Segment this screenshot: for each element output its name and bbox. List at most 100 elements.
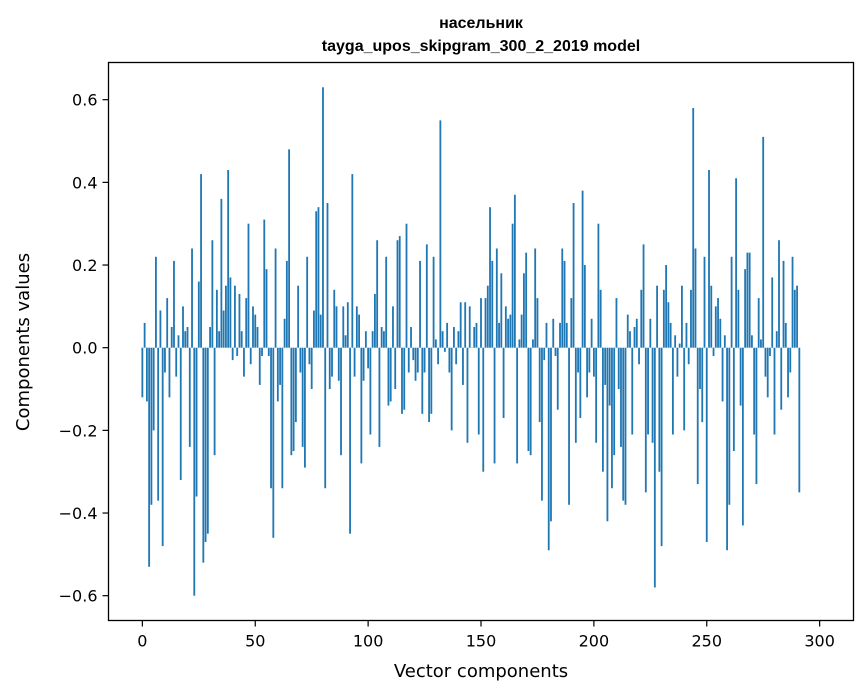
bar-183 bbox=[554, 347, 557, 356]
bar-56 bbox=[267, 347, 270, 356]
bar-152 bbox=[484, 298, 487, 348]
bar-218 bbox=[633, 327, 636, 348]
bar-171 bbox=[527, 347, 530, 452]
bar-149 bbox=[477, 347, 480, 435]
bar-57 bbox=[270, 347, 272, 489]
bar-284 bbox=[782, 260, 785, 348]
bar-233 bbox=[667, 302, 670, 348]
bar-170 bbox=[525, 252, 528, 348]
bar-64 bbox=[285, 260, 288, 348]
bar-215 bbox=[626, 314, 629, 348]
bar-7 bbox=[157, 347, 160, 501]
bar-165 bbox=[513, 194, 516, 348]
bar-51 bbox=[256, 327, 259, 348]
bar-159 bbox=[500, 273, 503, 348]
bar-107 bbox=[383, 331, 385, 348]
bar-291 bbox=[798, 347, 801, 493]
bar-21 bbox=[188, 347, 191, 447]
bar-6 bbox=[155, 256, 157, 348]
bar-81 bbox=[324, 347, 327, 489]
bar-34 bbox=[218, 331, 221, 348]
x-axis-ticks: 0 50 100 150 200 250 300 bbox=[137, 620, 835, 651]
bar-214 bbox=[624, 347, 627, 505]
bar-114 bbox=[398, 236, 401, 348]
bar-255 bbox=[717, 298, 719, 348]
bar-62 bbox=[281, 347, 284, 489]
bar-231 bbox=[662, 289, 665, 348]
x-tick-label: 300 bbox=[804, 632, 835, 651]
bar-253 bbox=[712, 347, 715, 356]
bar-22 bbox=[191, 248, 193, 348]
bar-162 bbox=[507, 318, 509, 348]
bar-103 bbox=[373, 293, 376, 348]
bar-86 bbox=[335, 306, 338, 348]
bar-60 bbox=[276, 347, 279, 402]
bar-26 bbox=[200, 174, 202, 348]
bar-33 bbox=[215, 289, 218, 348]
bar-147 bbox=[473, 327, 476, 348]
y-tick-label: −0.4 bbox=[59, 504, 98, 523]
bar-40 bbox=[231, 347, 234, 361]
bar-96 bbox=[358, 314, 360, 348]
bar-36 bbox=[222, 310, 225, 348]
bar-150 bbox=[480, 298, 482, 348]
bar-240 bbox=[683, 347, 686, 431]
bar-151 bbox=[482, 347, 485, 472]
bar-125 bbox=[423, 347, 426, 373]
bar-47 bbox=[247, 223, 250, 348]
bar-242 bbox=[687, 347, 690, 365]
bar-13 bbox=[170, 327, 173, 348]
bar-169 bbox=[522, 273, 525, 348]
bar-270 bbox=[751, 335, 753, 348]
y-tick-label: −0.2 bbox=[59, 421, 98, 440]
bar-220 bbox=[638, 347, 640, 365]
bar-128 bbox=[430, 347, 433, 414]
bar-76 bbox=[313, 310, 315, 348]
bar-98 bbox=[362, 347, 365, 381]
bar-234 bbox=[669, 322, 672, 348]
bar-206 bbox=[606, 347, 609, 522]
x-tick-label: 100 bbox=[353, 632, 384, 651]
bar-71 bbox=[301, 347, 304, 447]
bar-137 bbox=[450, 347, 453, 431]
bar-277 bbox=[766, 347, 769, 398]
bar-11 bbox=[166, 298, 169, 348]
bar-245 bbox=[694, 248, 697, 348]
bar-1 bbox=[143, 322, 146, 348]
bar-132 bbox=[439, 120, 442, 348]
bar-208 bbox=[611, 347, 613, 489]
bar-144 bbox=[466, 347, 469, 443]
bar-116 bbox=[403, 347, 406, 410]
bar-145 bbox=[468, 306, 471, 348]
bar-8 bbox=[159, 310, 162, 348]
bar-229 bbox=[658, 347, 661, 472]
bar-225 bbox=[649, 318, 652, 348]
bar-84 bbox=[331, 347, 333, 377]
bar-198 bbox=[588, 347, 591, 373]
bar-129 bbox=[432, 256, 435, 348]
bar-272 bbox=[755, 347, 758, 485]
bar-275 bbox=[762, 136, 765, 348]
bar-9 bbox=[161, 347, 164, 547]
bar-205 bbox=[604, 347, 607, 385]
bar-173 bbox=[532, 339, 534, 348]
bar-78 bbox=[317, 207, 320, 348]
bar-172 bbox=[529, 347, 532, 456]
bar-67 bbox=[292, 347, 295, 452]
bar-139 bbox=[455, 347, 458, 365]
bar-111 bbox=[392, 306, 394, 348]
bar-256 bbox=[719, 318, 722, 348]
bar-61 bbox=[279, 347, 281, 385]
bar-70 bbox=[299, 347, 302, 373]
bar-42 bbox=[236, 347, 239, 356]
bar-17 bbox=[179, 347, 182, 480]
bar-87 bbox=[337, 347, 340, 381]
bar-179 bbox=[545, 322, 548, 348]
bar-176 bbox=[538, 347, 541, 423]
bar-204 bbox=[602, 347, 604, 472]
bar-91 bbox=[346, 302, 349, 348]
bar-232 bbox=[665, 265, 668, 348]
bar-148 bbox=[475, 322, 478, 348]
bar-223 bbox=[644, 347, 647, 493]
bar-239 bbox=[681, 285, 683, 348]
